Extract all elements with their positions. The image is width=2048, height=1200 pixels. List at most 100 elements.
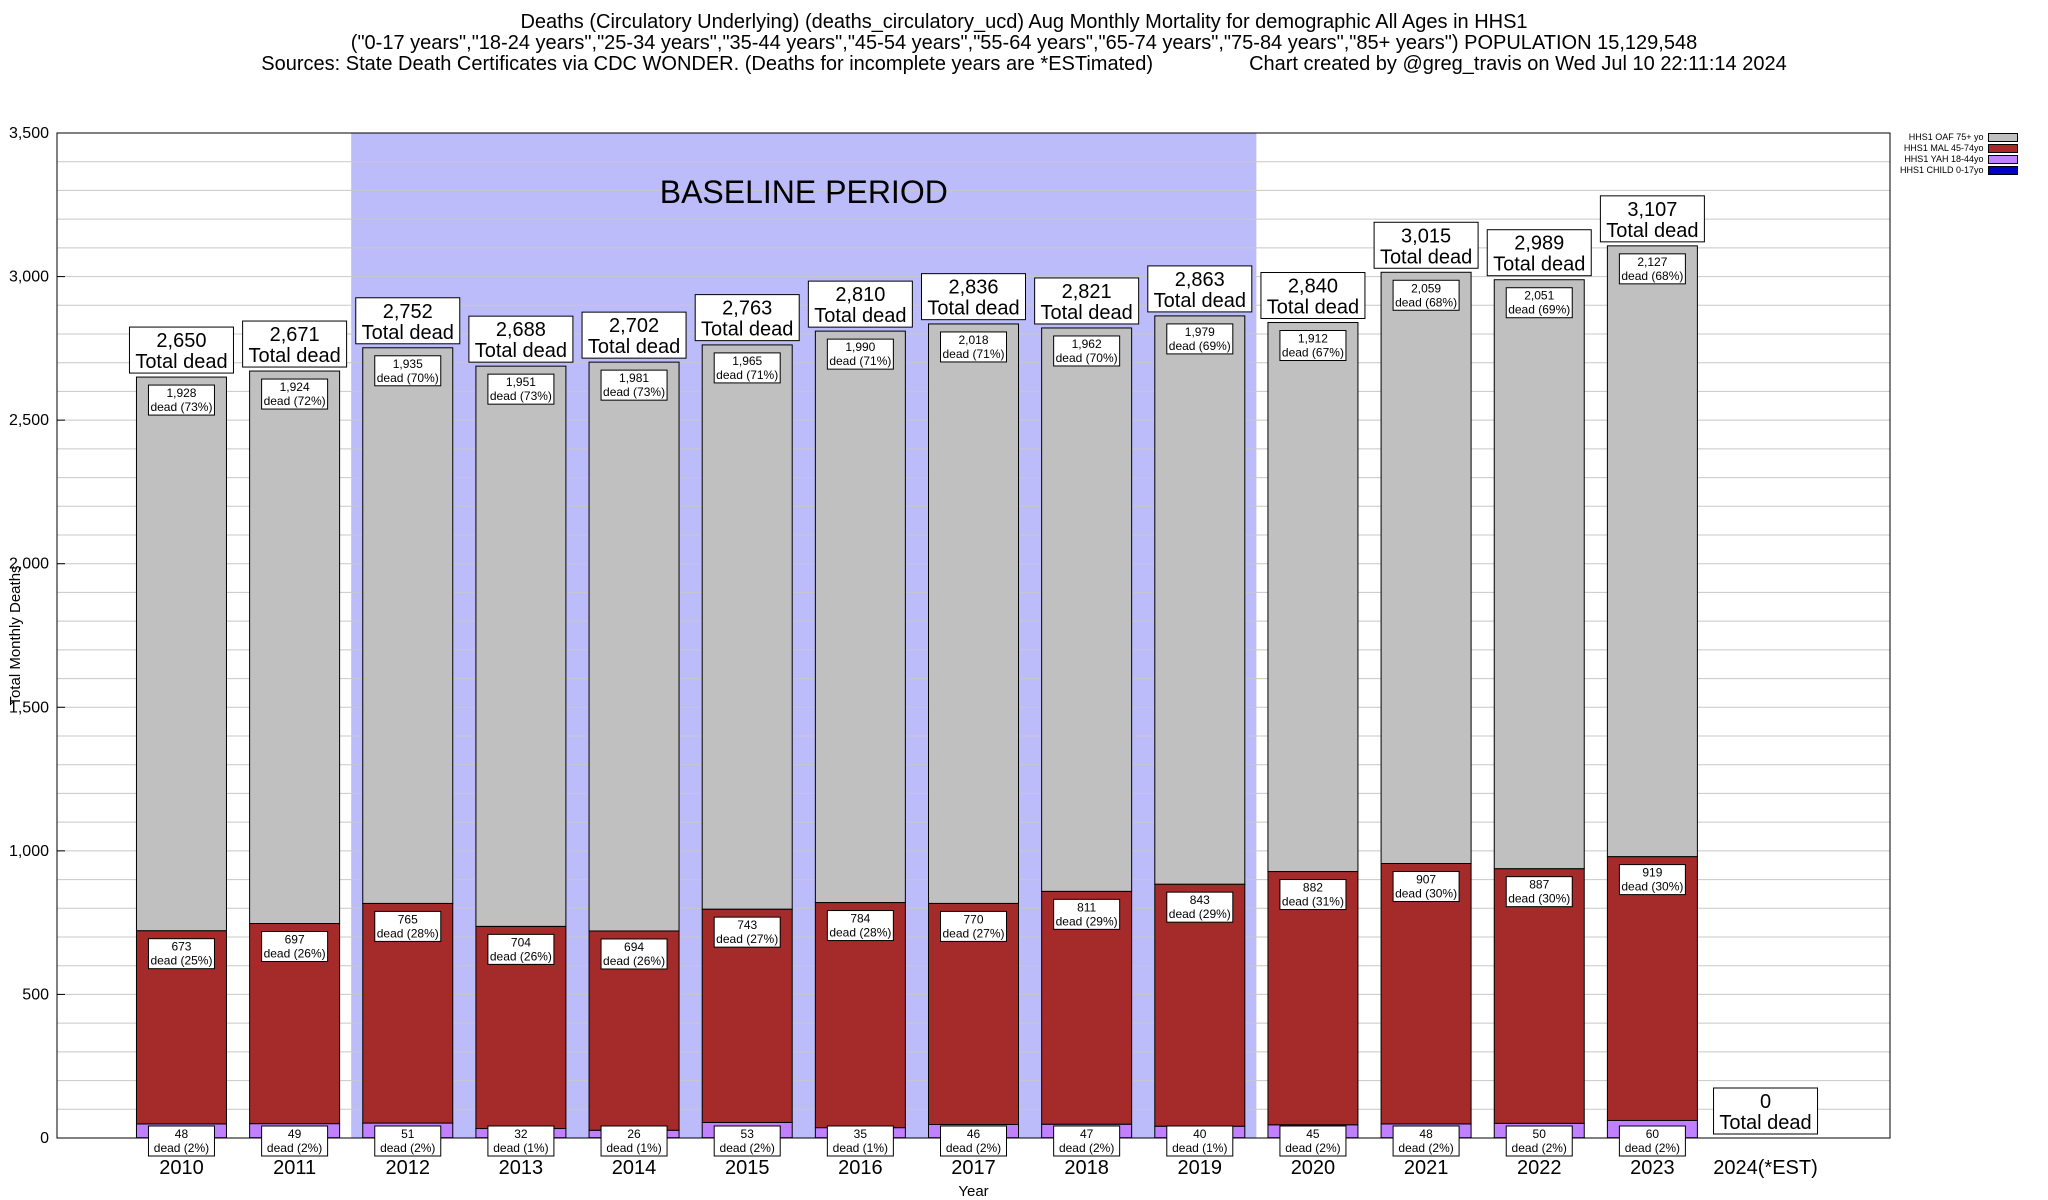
- bar-segment: [1380, 271, 1472, 864]
- y-tick-label: 3,000: [9, 269, 49, 286]
- segment-label-box: [826, 1125, 894, 1157]
- segment-label-box: [1279, 879, 1347, 911]
- bar-segment: [1493, 279, 1585, 870]
- segment-value-label: 2,051: [1524, 289, 1554, 303]
- segment-value-label: 2,018: [958, 333, 988, 347]
- segment-label-box: [374, 910, 442, 942]
- y-tick-label: 1,500: [9, 699, 49, 716]
- x-tick-label: 2024(*EST): [1713, 1157, 1818, 1179]
- total-dead-label: Total dead: [1040, 302, 1132, 324]
- total-label-box: [807, 280, 913, 328]
- segment-label-box: [600, 938, 668, 970]
- segment-label-box: [1505, 876, 1573, 908]
- bar-segment: [1380, 862, 1472, 1125]
- segment-label-box: [1392, 870, 1460, 902]
- segment-label-box: [1505, 287, 1573, 319]
- segment-pct-label: dead (2%): [1059, 1141, 1114, 1155]
- total-value-label: 2,702: [609, 315, 659, 337]
- legend-swatch: [1987, 133, 2018, 142]
- segment-label-box: [713, 352, 781, 384]
- bar-segment: [362, 347, 454, 904]
- total-label-box: [581, 311, 687, 359]
- y-tick-label: 1,000: [9, 843, 49, 860]
- segment-value-label: 32: [514, 1127, 528, 1141]
- segment-value-label: 765: [398, 912, 418, 926]
- segment-label-box: [826, 338, 894, 370]
- legend-entry: HHS1 OAF 75+ yo: [1900, 132, 2018, 143]
- segment-pct-label: dead (27%): [716, 932, 778, 946]
- segment-value-label: 1,981: [619, 371, 649, 385]
- segment-pct-label: dead (2%): [946, 1141, 1001, 1155]
- segment-pct-label: dead (70%): [1056, 351, 1118, 365]
- chart-subtitle: ("0-17 years","18-24 years","25-34 years…: [350, 32, 1698, 54]
- segment-value-label: 907: [1416, 872, 1436, 886]
- segment-pct-label: dead (2%): [154, 1141, 209, 1155]
- total-label-box: [1599, 195, 1705, 243]
- y-tick-label: 2,500: [9, 412, 49, 429]
- segment-label-box: [1053, 335, 1121, 367]
- x-tick-label: 2018: [1064, 1157, 1109, 1179]
- segment-pct-label: dead (26%): [264, 947, 326, 961]
- segment-value-label: 2,059: [1411, 281, 1441, 295]
- segment-value-label: 26: [627, 1127, 641, 1141]
- segment-pct-label: dead (30%): [1621, 880, 1683, 894]
- segment-value-label: 48: [175, 1127, 189, 1141]
- segment-value-label: 1,928: [166, 386, 196, 400]
- segment-pct-label: dead (2%): [1285, 1141, 1340, 1155]
- legend-label: HHS1 MAL 45-74yo: [1903, 143, 1984, 153]
- total-label-box: [355, 297, 461, 345]
- x-tick-label: 2022: [1517, 1157, 1562, 1179]
- total-dead-label: Total dead: [1380, 246, 1472, 268]
- segment-label-box: [1166, 1125, 1234, 1157]
- credit-note: Chart created by @greg_travis on Wed Jul…: [1249, 53, 1787, 75]
- total-label-box: [1713, 1087, 1819, 1135]
- bar-segment: [135, 376, 227, 932]
- bar-segment: [1606, 856, 1698, 1121]
- segment-value-label: 53: [741, 1127, 755, 1141]
- total-label-box: [1373, 221, 1479, 269]
- segment-pct-label: dead (68%): [1395, 295, 1457, 309]
- segment-pct-label: dead (28%): [829, 926, 891, 940]
- segment-pct-label: dead (29%): [1056, 914, 1118, 928]
- segment-value-label: 697: [285, 933, 305, 947]
- bar-segment: [588, 361, 680, 932]
- segment-pct-label: dead (1%): [493, 1141, 548, 1155]
- total-label-box: [1034, 277, 1140, 325]
- total-dead-label: Total dead: [1719, 1112, 1811, 1134]
- total-value-label: 2,752: [383, 301, 433, 323]
- total-label-box: [242, 320, 348, 368]
- x-tick-label: 2017: [951, 1157, 996, 1179]
- segment-value-label: 1,965: [732, 354, 762, 368]
- y-axis-title: Total Monthly Deaths: [7, 565, 24, 705]
- segment-label-box: [1392, 1125, 1460, 1157]
- segment-label-box: [1618, 864, 1686, 896]
- total-label-box: [1147, 265, 1253, 313]
- segment-value-label: 770: [963, 912, 983, 926]
- total-dead-label: Total dead: [135, 351, 227, 373]
- segment-value-label: 45: [1306, 1127, 1320, 1141]
- x-tick-label: 2011: [273, 1157, 316, 1179]
- total-value-label: 0: [1760, 1091, 1771, 1113]
- segment-pct-label: dead (2%): [1625, 1141, 1680, 1155]
- segment-value-label: 743: [737, 918, 757, 932]
- segment-label-box: [147, 938, 215, 970]
- y-tick-label: 0: [40, 1130, 49, 1147]
- legend-label: HHS1 YAH 18-44yo: [1904, 154, 1984, 164]
- x-tick-label: 2014: [612, 1157, 657, 1179]
- bar-segment: [1606, 245, 1698, 858]
- bar-segment: [249, 370, 341, 925]
- segment-value-label: 843: [1190, 893, 1210, 907]
- segment-label-box: [1392, 279, 1460, 311]
- x-tick-label: 2023: [1630, 1157, 1675, 1179]
- segment-pct-label: dead (69%): [1169, 339, 1231, 353]
- segment-label-box: [487, 373, 555, 405]
- segment-value-label: 50: [1533, 1127, 1547, 1141]
- chart-legend: HHS1 OAF 75+ yo HHS1 MAL 45-74yo HHS1 YAH …: [1900, 132, 2018, 176]
- total-dead-label: Total dead: [588, 336, 680, 358]
- bar-segment: [1041, 890, 1133, 1125]
- segment-label-box: [261, 1125, 329, 1157]
- total-dead-label: Total dead: [814, 305, 906, 327]
- legend-entry: HHS1 MAL 45-74yo: [1900, 143, 2018, 154]
- segment-pct-label: dead (2%): [1398, 1141, 1453, 1155]
- chart-title-block: Deaths (Circulatory Underlying) (deaths_…: [0, 12, 2048, 75]
